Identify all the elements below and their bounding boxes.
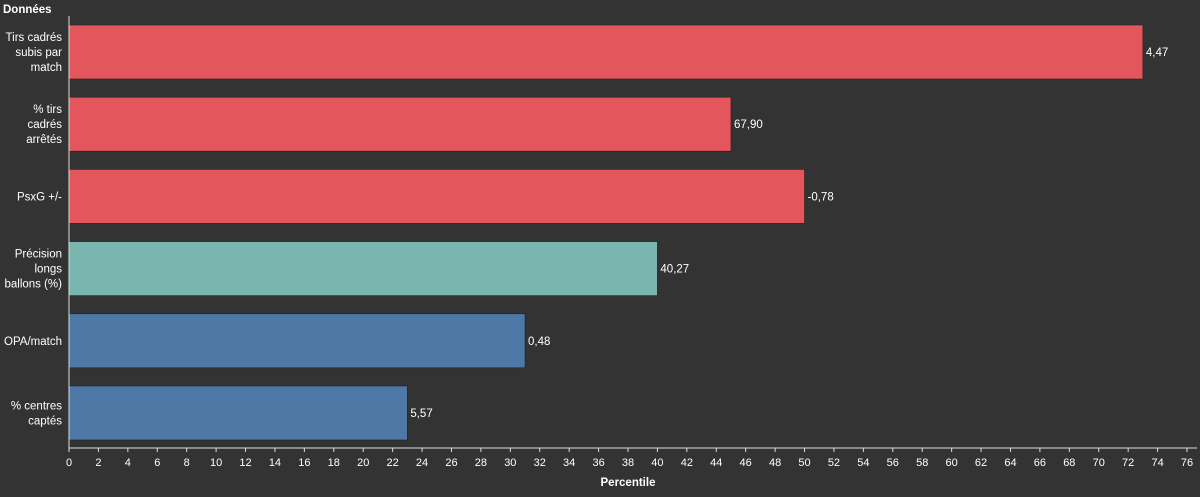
category-label-0-line-2: match bbox=[31, 62, 62, 74]
bar-2 bbox=[68, 169, 805, 224]
x-tick-label-18: 18 bbox=[328, 457, 340, 469]
x-tick-label-40: 40 bbox=[651, 457, 663, 469]
category-label-5-line-1: captés bbox=[28, 416, 62, 428]
bar-3 bbox=[68, 241, 658, 296]
x-tick-label-20: 20 bbox=[357, 457, 369, 469]
x-tick-label-26: 26 bbox=[445, 457, 457, 469]
x-tick-label-66: 66 bbox=[1034, 457, 1046, 469]
category-label-0-line-0: Tirs cadrés bbox=[6, 32, 63, 44]
x-tick-label-34: 34 bbox=[563, 457, 575, 469]
x-tick-label-70: 70 bbox=[1093, 457, 1105, 469]
x-axis-title: Percentile bbox=[601, 477, 656, 489]
x-tick-label-2: 2 bbox=[95, 457, 101, 469]
x-tick-label-0: 0 bbox=[66, 457, 72, 469]
x-tick-label-60: 60 bbox=[946, 457, 958, 469]
value-label-0: 4,47 bbox=[1146, 47, 1168, 59]
x-tick-label-50: 50 bbox=[798, 457, 810, 469]
value-label-4: 0,48 bbox=[528, 336, 550, 348]
category-label-4: OPA/match bbox=[4, 336, 62, 348]
x-tick-label-22: 22 bbox=[387, 457, 399, 469]
bar-1 bbox=[68, 96, 732, 152]
x-tick-label-58: 58 bbox=[916, 457, 928, 469]
x-tick-label-38: 38 bbox=[622, 457, 634, 469]
x-tick-label-30: 30 bbox=[504, 457, 516, 469]
category-label-4-line-0: OPA/match bbox=[4, 336, 62, 348]
x-tick-label-56: 56 bbox=[887, 457, 899, 469]
x-tick-label-68: 68 bbox=[1063, 457, 1075, 469]
x-tick-label-62: 62 bbox=[975, 457, 987, 469]
x-tick-label-48: 48 bbox=[769, 457, 781, 469]
x-tick-label-24: 24 bbox=[416, 457, 428, 469]
category-label-3-line-0: Précision bbox=[15, 249, 62, 261]
category-label-2: PsxG +/- bbox=[17, 191, 62, 203]
x-tick-label-64: 64 bbox=[1004, 457, 1016, 469]
category-label-2-line-0: PsxG +/- bbox=[17, 191, 62, 203]
category-label-3: Précision longs ballons (%) bbox=[4, 249, 62, 291]
x-tick-label-76: 76 bbox=[1181, 457, 1193, 469]
category-label-0: Tirs cadrés subis par match bbox=[6, 32, 63, 74]
x-tick-label-42: 42 bbox=[681, 457, 693, 469]
x-tick-label-36: 36 bbox=[592, 457, 604, 469]
x-tick-label-46: 46 bbox=[740, 457, 752, 469]
bars-group bbox=[68, 24, 1144, 441]
value-label-5: 5,57 bbox=[410, 408, 432, 420]
x-axis-ticks: 0 2 4 6 8 10 12 14 16 18 20 22 24 26 28 30 32 34 36 38 40 42 4… bbox=[66, 448, 1193, 469]
x-tick-label-16: 16 bbox=[298, 457, 310, 469]
value-labels: 4,47 67,90 -0,78 40,27 0,48 5,57 bbox=[410, 47, 1168, 420]
category-label-1-line-2: arrêtés bbox=[26, 134, 62, 146]
category-labels: Tirs cadrés subis par match % tirs cadrés arr… bbox=[4, 32, 62, 428]
x-tick-label-72: 72 bbox=[1122, 457, 1134, 469]
x-tick-label-28: 28 bbox=[475, 457, 487, 469]
category-label-1: % tirs cadrés arrêtés bbox=[26, 104, 62, 146]
x-tick-label-12: 12 bbox=[239, 457, 251, 469]
category-label-1-line-1: cadrés bbox=[27, 119, 62, 131]
x-tick-label-14: 14 bbox=[269, 457, 281, 469]
category-label-0-line-1: subis par bbox=[15, 47, 62, 59]
category-label-3-line-1: longs bbox=[35, 264, 63, 276]
x-tick-label-32: 32 bbox=[534, 457, 546, 469]
value-label-3: 40,27 bbox=[660, 264, 689, 276]
category-label-1-line-0: % tirs bbox=[33, 104, 62, 116]
x-tick-label-74: 74 bbox=[1151, 457, 1163, 469]
value-label-1: 67,90 bbox=[734, 119, 763, 131]
category-label-5: % centres captés bbox=[11, 401, 62, 428]
bar-0 bbox=[68, 24, 1144, 80]
x-tick-label-44: 44 bbox=[710, 457, 722, 469]
x-tick-label-6: 6 bbox=[154, 457, 160, 469]
x-tick-label-54: 54 bbox=[857, 457, 869, 469]
data-header: Données bbox=[3, 4, 52, 16]
category-label-5-line-0: % centres bbox=[11, 401, 62, 413]
bar-4 bbox=[68, 313, 526, 369]
value-label-2: -0,78 bbox=[808, 191, 834, 203]
x-tick-label-52: 52 bbox=[828, 457, 840, 469]
x-tick-label-10: 10 bbox=[210, 457, 222, 469]
x-tick-label-4: 4 bbox=[125, 457, 131, 469]
bar-5 bbox=[68, 385, 408, 441]
category-label-3-line-2: ballons (%) bbox=[4, 279, 62, 291]
x-tick-label-8: 8 bbox=[184, 457, 190, 469]
